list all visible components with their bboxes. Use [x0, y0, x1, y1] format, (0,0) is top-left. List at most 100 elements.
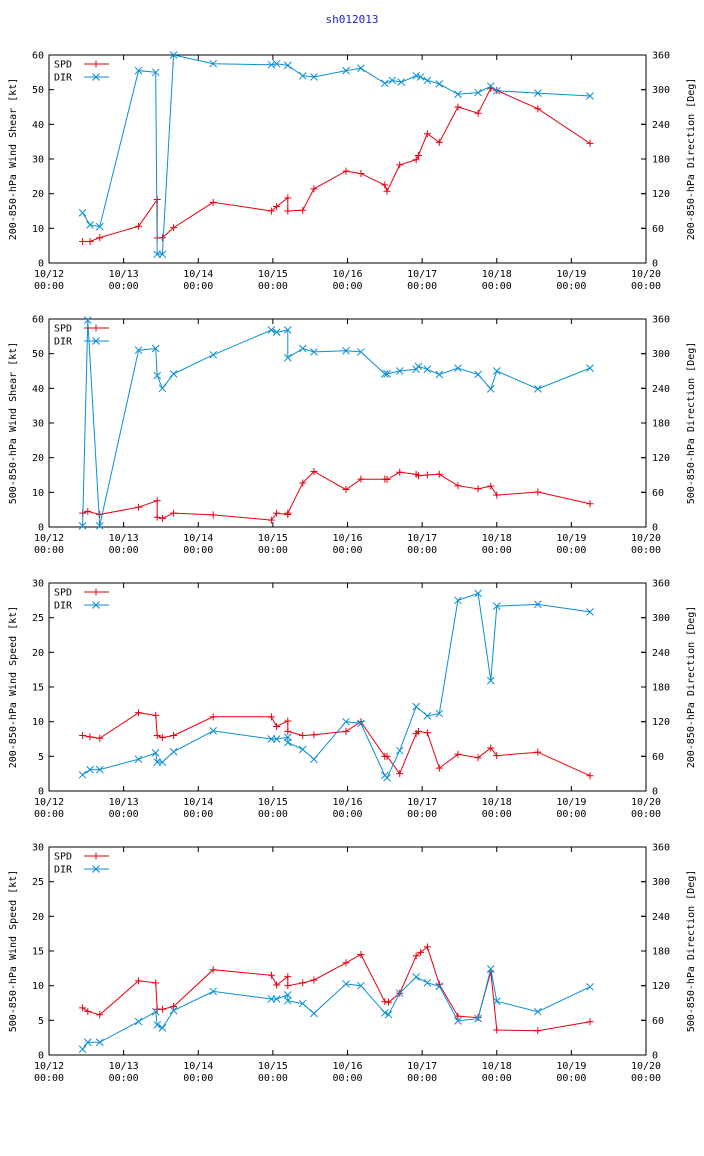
y2-tick-label: 240 — [652, 384, 670, 395]
data-point-spd — [487, 744, 495, 752]
data-point-spd — [273, 202, 281, 210]
x-tick-label-date: 10/19 — [556, 1061, 586, 1072]
data-point-dir — [209, 350, 218, 359]
data-point-spd — [383, 187, 391, 195]
y-tick-label: 50 — [32, 349, 44, 360]
x-tick-label-date: 10/12 — [34, 797, 64, 808]
data-point-spd — [86, 238, 94, 246]
data-point-spd — [310, 468, 318, 476]
legend-label-dir: DIR — [54, 73, 73, 84]
x-tick-label-time: 00:00 — [183, 809, 213, 820]
y-tick-label: 60 — [32, 51, 44, 62]
y-tick-label: 30 — [32, 579, 44, 590]
data-point-spd — [135, 503, 143, 511]
x-tick-label-time: 00:00 — [482, 545, 512, 556]
data-point-dir — [86, 221, 94, 229]
data-point-spd — [209, 511, 217, 519]
x-tick-label-date: 10/17 — [407, 797, 437, 808]
data-point-spd — [152, 979, 160, 987]
y-axis-label: 500-850-hPa Wind Speed [kt] — [8, 870, 19, 1033]
y2-tick-label: 180 — [652, 419, 670, 430]
data-point-dir — [454, 1017, 462, 1025]
data-point-spd — [534, 1027, 542, 1035]
y-tick-label: 25 — [32, 613, 44, 624]
data-point-dir — [474, 370, 482, 379]
data-point-spd — [342, 167, 350, 175]
data-point-dir — [134, 346, 143, 355]
x-tick-label-time: 00:00 — [34, 809, 64, 820]
data-point-dir — [486, 385, 495, 393]
series-line-spd — [82, 945, 591, 1032]
legend-label-dir: DIR — [54, 865, 73, 876]
data-point-dir — [380, 370, 389, 378]
page-title: sh012013 — [325, 13, 379, 26]
data-point-dir — [380, 79, 389, 88]
data-point-dir — [95, 765, 104, 774]
data-point-dir — [158, 1023, 167, 1032]
data-point-dir — [95, 521, 104, 530]
x-tick-label-date: 10/18 — [482, 533, 512, 544]
data-point-dir — [78, 208, 87, 217]
x-tick-label-date: 10/18 — [482, 269, 512, 280]
x-tick-label-time: 00:00 — [631, 545, 661, 556]
x-tick-label-date: 10/15 — [258, 1061, 288, 1072]
legend-marker-dir — [92, 865, 100, 873]
y2-tick-label: 0 — [652, 787, 658, 798]
series-line-spd — [82, 87, 591, 242]
data-point-dir — [209, 59, 218, 68]
data-point-spd — [412, 156, 420, 164]
y2-tick-label: 120 — [652, 189, 670, 200]
x-tick-label-time: 00:00 — [407, 1073, 437, 1084]
data-point-dir — [298, 999, 307, 1008]
data-point-spd — [342, 486, 350, 494]
data-point-dir — [342, 717, 350, 726]
x-tick-label-date: 10/13 — [109, 533, 139, 544]
data-point-dir — [151, 68, 160, 77]
y-tick-label: 5 — [38, 752, 44, 763]
data-point-spd — [284, 194, 292, 202]
legend-marker-dir — [92, 73, 100, 81]
x-tick-label-time: 00:00 — [407, 281, 437, 292]
y2-tick-label: 0 — [652, 1051, 658, 1062]
data-point-dir — [492, 997, 501, 1006]
data-point-dir — [158, 384, 167, 393]
data-point-dir — [298, 344, 307, 353]
data-point-spd — [396, 770, 404, 778]
legend-marker-spd — [92, 324, 100, 332]
data-point-dir — [412, 973, 421, 981]
y-tick-label: 20 — [32, 189, 44, 200]
data-point-spd — [586, 1018, 594, 1026]
y2-tick-label: 240 — [652, 912, 670, 923]
data-point-spd — [310, 731, 318, 739]
y-tick-label: 30 — [32, 419, 44, 430]
y2-axis-label: 500-850-hPa Direction [Deg] — [686, 870, 697, 1033]
data-point-dir — [492, 86, 501, 95]
x-tick-label-date: 10/15 — [258, 797, 288, 808]
x-tick-label-time: 00:00 — [631, 1073, 661, 1084]
y2-axis-label: 200-850-hPa Direction [Deg] — [686, 606, 697, 769]
data-point-spd — [267, 971, 275, 979]
x-tick-label-time: 00:00 — [183, 1073, 213, 1084]
data-point-spd — [152, 711, 160, 719]
y2-tick-label: 360 — [652, 579, 670, 590]
y-tick-label: 20 — [32, 648, 44, 659]
y2-tick-label: 0 — [652, 523, 658, 534]
x-tick-label-date: 10/17 — [407, 1061, 437, 1072]
data-point-spd — [454, 750, 462, 758]
x-tick-label-time: 00:00 — [407, 809, 437, 820]
y2-axis-label: 200-850-hPa Direction [Deg] — [686, 78, 697, 241]
data-point-dir — [397, 78, 406, 87]
data-point-spd — [534, 748, 542, 756]
data-point-spd — [135, 709, 143, 717]
data-point-dir — [310, 348, 318, 356]
x-tick-label-date: 10/13 — [109, 1061, 139, 1072]
data-point-spd — [135, 977, 143, 985]
y-tick-label: 30 — [32, 155, 44, 166]
y2-tick-label: 180 — [652, 155, 670, 166]
data-point-dir — [209, 987, 218, 996]
x-tick-label-date: 10/20 — [631, 1061, 661, 1072]
data-point-spd — [357, 475, 365, 483]
data-point-spd — [381, 181, 389, 189]
x-tick-label-date: 10/16 — [332, 1061, 362, 1072]
x-tick-label-time: 00:00 — [556, 1073, 586, 1084]
